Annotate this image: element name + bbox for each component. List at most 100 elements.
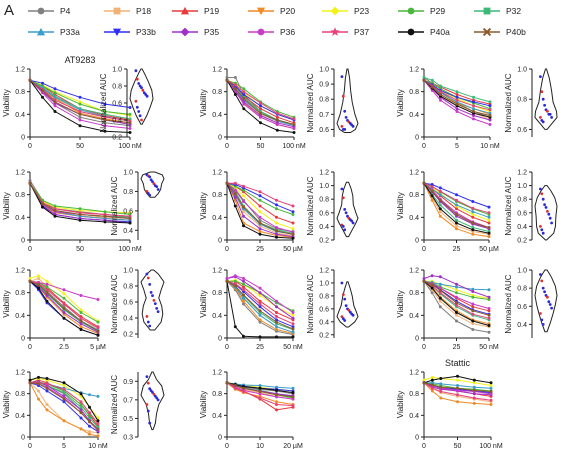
violin-point [146,276,150,280]
violin-point [343,127,347,131]
panel-letter: A [4,2,14,19]
data-point [487,316,491,320]
data-point [422,381,426,385]
data-point [292,117,296,121]
legend-item-p19: P19 [172,6,219,16]
panel-r3c1v: 0.2 0.4 0.6 0.8 1.0 Normalized AUC [110,268,165,339]
legend-label: P37 [354,27,369,37]
x-tick-label: 0 [422,246,426,253]
y-tick-label: 0.4 [409,413,419,420]
data-point [28,179,32,182]
x-tick-label: 0 [28,246,32,253]
data-point [291,386,295,390]
data-point [78,100,82,104]
data-point [487,218,491,222]
violin-shape [336,68,359,133]
data-point [37,283,40,287]
data-point [422,378,426,382]
data-point [96,329,100,333]
data-point [275,320,278,324]
data-point [439,98,442,102]
x-tick-label: 10 nM [480,143,500,150]
data-point [471,290,475,293]
y-tick-label: 0.8 [319,293,329,300]
y-tick-label: 0.8 [409,192,419,199]
violin-point [541,197,545,201]
violin-point [341,94,345,98]
y-tick-label: 0.5 [123,416,133,423]
x-tick-label: 100 nM [118,246,142,253]
data-point [471,210,475,214]
violin-point [543,103,546,107]
y-tick-label: 1.0 [319,67,329,74]
data-point [487,324,491,327]
data-point [472,401,476,405]
data-point [438,282,442,286]
legend-item-p18: P18 [104,6,151,16]
y-tick-label: 1.2 [409,370,419,377]
data-point [62,302,66,306]
legend-marker [407,7,415,15]
violin-point [341,293,345,296]
data-point [225,277,229,280]
y-tick-label: 0.8 [212,89,222,96]
data-point [471,305,475,309]
data-point [275,403,278,406]
y-axis-label: Normalized AUC [504,274,513,333]
data-point [37,274,40,278]
data-point [438,198,442,202]
data-point [471,319,475,323]
data-point [487,226,491,229]
data-point [472,385,476,389]
data-point [455,301,458,305]
y-tick-label: 0.8 [212,391,222,398]
legend-label: P19 [204,6,219,16]
y-tick-label: 0.3 [123,435,133,442]
data-point [242,334,245,338]
y-tick-label: 1.2 [15,370,25,377]
data-point [291,227,295,231]
data-point [471,295,475,299]
violin-point [134,99,138,103]
data-point [489,386,493,390]
data-point [78,110,82,113]
y-axis-label: Normalized AUC [306,274,315,333]
y-axis-label: Viability [199,391,208,418]
data-point [472,378,476,382]
legend-marker [407,28,415,36]
y-tick-label: 1.0 [319,280,329,287]
series-line [226,80,295,133]
data-point [487,307,491,310]
data-point [45,403,49,406]
series-p40b [422,78,492,117]
data-point [275,232,278,236]
data-point [242,214,245,218]
data-point [259,104,262,108]
data-point [28,381,32,385]
data-point [275,395,278,399]
violin-point [141,88,145,92]
data-point [96,419,100,423]
series-line [226,182,294,235]
series-p40b [422,381,493,393]
data-point [438,299,442,303]
y-tick-label: 1.2 [212,170,222,177]
violin-point [539,187,542,191]
data-point [291,404,295,408]
data-point [128,117,132,121]
data-point [438,291,442,295]
data-point [258,215,262,219]
data-point [291,213,295,216]
panel-r1c2: 0 0.4 0.8 1.2 Viability 0 50 100 nM [199,67,306,151]
violin-point [340,75,344,78]
x-tick-label: 0 [422,344,426,351]
data-point [103,118,107,122]
data-point [430,381,434,385]
data-point [88,393,91,397]
data-point [88,416,91,420]
data-point [78,213,82,216]
y-tick-label: 0.4 [212,112,222,119]
data-point [78,95,82,99]
data-point [430,386,434,390]
violin-point [151,180,154,184]
